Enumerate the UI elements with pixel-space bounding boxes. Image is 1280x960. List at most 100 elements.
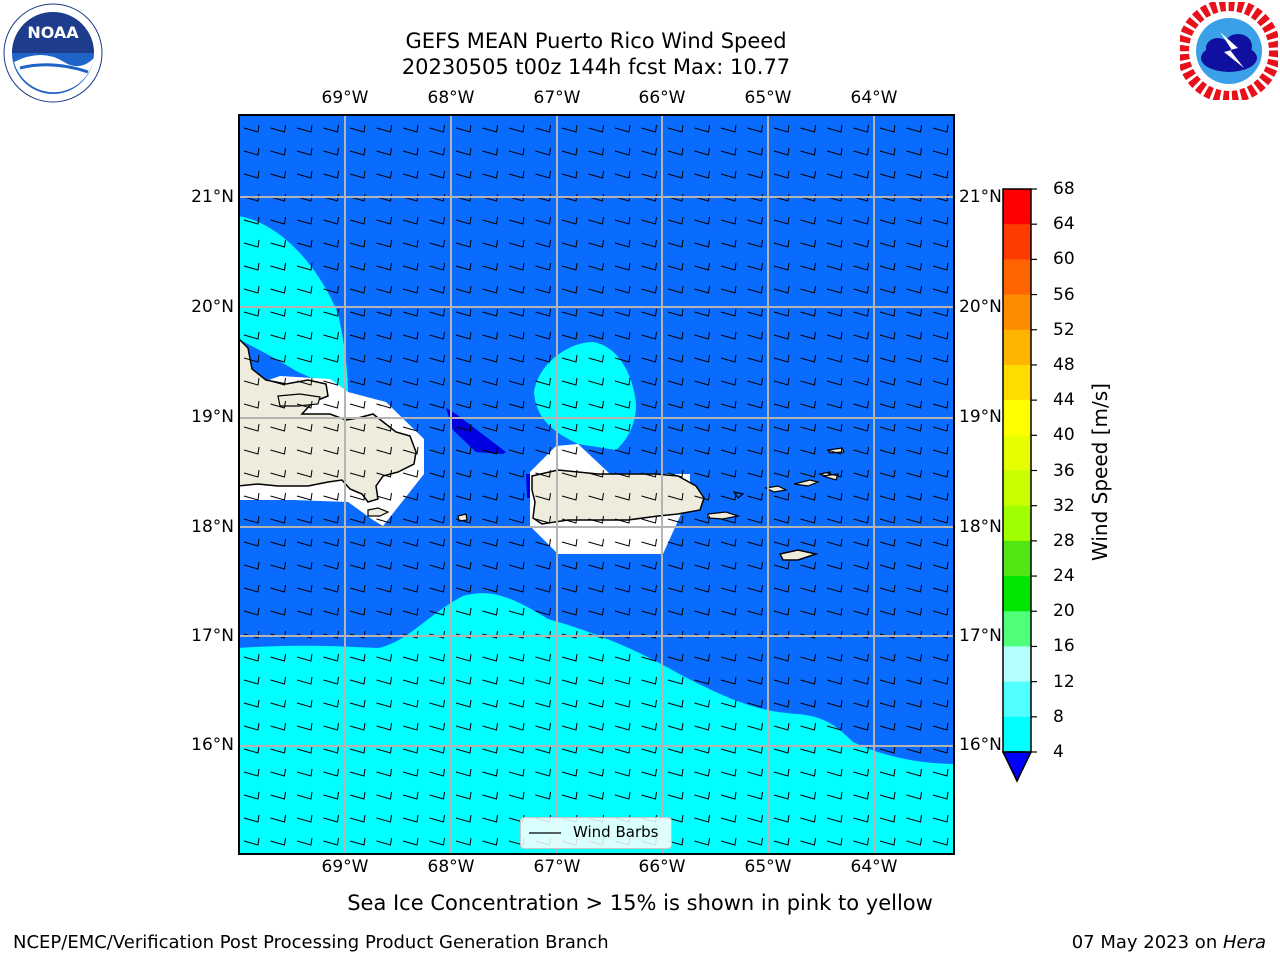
lat-label-right: 17°N bbox=[959, 626, 1002, 646]
wind-barb bbox=[720, 216, 737, 225]
wind-barb bbox=[323, 699, 339, 708]
wind-barb bbox=[694, 676, 710, 685]
wind-barb bbox=[932, 653, 949, 662]
wind-barb bbox=[853, 216, 869, 225]
wind-barb bbox=[376, 331, 392, 340]
footer-right: 07 May 2023 on Hera bbox=[1072, 932, 1266, 953]
wind-barb bbox=[588, 607, 604, 616]
wind-barb bbox=[747, 791, 763, 800]
wind-barb bbox=[323, 285, 339, 294]
wind-barb bbox=[402, 239, 419, 248]
wind-barb bbox=[747, 331, 763, 340]
wind-barb bbox=[482, 400, 498, 409]
colorbar-segment bbox=[1003, 189, 1031, 225]
wind-barb bbox=[323, 768, 339, 777]
wind-barb bbox=[323, 124, 339, 133]
wind-barb bbox=[402, 308, 419, 317]
wind-barb bbox=[270, 170, 286, 179]
wind-barb bbox=[641, 147, 657, 156]
wind-barb bbox=[667, 469, 684, 478]
wind-barb bbox=[296, 285, 313, 294]
wind-barb bbox=[906, 354, 922, 363]
colorbar-segment bbox=[1003, 224, 1031, 260]
wind-barb bbox=[773, 423, 790, 432]
wind-barb bbox=[243, 722, 260, 731]
wind-barb bbox=[906, 170, 922, 179]
wind-barb bbox=[508, 216, 525, 225]
wind-barb bbox=[402, 699, 419, 708]
wind-barb bbox=[376, 745, 392, 754]
wind-barb bbox=[429, 354, 445, 363]
wind-barb bbox=[932, 285, 949, 294]
wind-barb bbox=[323, 561, 339, 570]
wind-barb bbox=[853, 262, 869, 271]
wind-barb bbox=[932, 170, 949, 179]
wind-barb bbox=[561, 561, 578, 570]
wind-barb bbox=[535, 354, 551, 363]
wind-barb bbox=[243, 768, 260, 777]
wind-barb bbox=[747, 768, 763, 777]
wind-barb bbox=[800, 124, 816, 133]
wind-barb bbox=[296, 722, 313, 731]
wind-barb bbox=[561, 538, 578, 547]
wind-barb bbox=[588, 308, 604, 317]
wind-barb bbox=[402, 331, 419, 340]
wind-barb bbox=[932, 676, 949, 685]
wind-barb bbox=[773, 239, 790, 248]
wind-barb bbox=[667, 492, 684, 501]
wind-barb bbox=[243, 837, 260, 846]
lon-label-bottom: 64°W bbox=[850, 857, 898, 877]
lon-label-bottom: 67°W bbox=[533, 857, 581, 877]
wind-barb bbox=[641, 469, 657, 478]
wind-barb bbox=[853, 676, 869, 685]
wind-barb bbox=[402, 285, 419, 294]
wind-barb bbox=[376, 170, 392, 179]
wind-barb bbox=[667, 262, 684, 271]
wind-barb bbox=[429, 170, 445, 179]
wind-barb bbox=[773, 492, 790, 501]
lon-label-top: 66°W bbox=[638, 88, 686, 108]
wind-barb bbox=[323, 492, 339, 501]
wind-barb bbox=[402, 216, 419, 225]
wind-barb bbox=[296, 331, 313, 340]
wind-barb bbox=[270, 515, 286, 524]
wind-barb bbox=[800, 285, 816, 294]
colorbar-title: Wind Speed [m/s] bbox=[1088, 383, 1112, 561]
wind-barb bbox=[508, 745, 525, 754]
wind-barb bbox=[906, 768, 922, 777]
wind-barb bbox=[429, 262, 445, 271]
wind-barb bbox=[402, 607, 419, 616]
wind-barb bbox=[720, 584, 737, 593]
wind-barb bbox=[243, 331, 260, 340]
wind-barb bbox=[800, 446, 816, 455]
wind-barb bbox=[561, 400, 578, 409]
wind-barb bbox=[826, 147, 843, 156]
wind-barb bbox=[614, 170, 631, 179]
colorbar-tick-label: 56 bbox=[1053, 284, 1075, 305]
wind-barb bbox=[482, 354, 498, 363]
wind-barb bbox=[747, 722, 763, 731]
wind-barb bbox=[482, 170, 498, 179]
wind-barb bbox=[508, 676, 525, 685]
wind-barb bbox=[932, 216, 949, 225]
wind-barb bbox=[508, 515, 525, 524]
colorbar-tick-label: 64 bbox=[1053, 214, 1075, 235]
wind-barb bbox=[667, 377, 684, 386]
wind-barb bbox=[323, 538, 339, 547]
wind-barb bbox=[270, 676, 286, 685]
wind-barb bbox=[694, 814, 710, 823]
wind-barb bbox=[323, 607, 339, 616]
wind-barb bbox=[826, 377, 843, 386]
wind-barb bbox=[323, 791, 339, 800]
wind-barb bbox=[906, 515, 922, 524]
wind-barb bbox=[826, 745, 843, 754]
wind-barb bbox=[323, 216, 339, 225]
wind-barb bbox=[932, 469, 949, 478]
wind-barb bbox=[508, 423, 525, 432]
wind-barb bbox=[879, 423, 896, 432]
colorbar-tick-label: 32 bbox=[1053, 495, 1075, 516]
wind-barb bbox=[561, 354, 578, 363]
wind-barb bbox=[243, 699, 260, 708]
wind-barb bbox=[429, 837, 445, 846]
wind-barb bbox=[349, 308, 366, 317]
